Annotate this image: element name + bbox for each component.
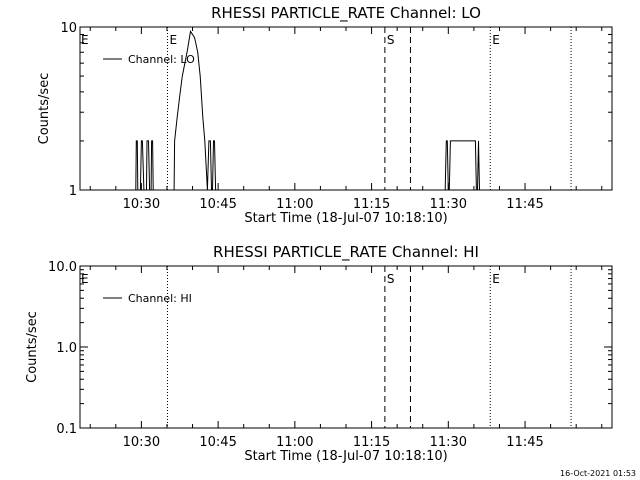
chart1-edge-label: E (81, 33, 89, 47)
chart2-vline-label: E (492, 272, 500, 286)
chart1-ytick-label: 10 (60, 21, 77, 36)
timestamp: 16-Oct-2021 01:53 (560, 469, 636, 478)
chart2-edge-label: E (81, 272, 89, 286)
chart1-xtick-label: 11:30 (430, 197, 467, 212)
chart2-xtick-label: 11:30 (430, 435, 467, 450)
chart1-legend-label: Channel: LO (128, 53, 195, 66)
chart1-xtick-label: 10:45 (199, 197, 236, 212)
chart2-frame (79, 265, 613, 429)
chart2-xtick-label: 10:30 (123, 435, 160, 450)
chart1-title: RHESSI PARTICLE_RATE Channel: LO (211, 4, 481, 23)
chart2-xtick-label: 11:00 (276, 435, 313, 450)
chart2-xlabel: Start Time (18-Jul-07 10:18:10) (244, 449, 447, 464)
chart1-xtick-label: 10:30 (123, 197, 160, 212)
chart2-ylabel: Counts/sec (25, 311, 40, 383)
chart2-legend-label: Channel: HI (128, 292, 192, 305)
chart2-ytick-label: 10.0 (48, 260, 77, 275)
chart1-xlabel: Start Time (18-Jul-07 10:18:10) (244, 211, 447, 226)
chart1-xtick-label: 11:00 (276, 197, 313, 212)
chart1-xtick-label: 11:15 (353, 197, 390, 212)
chart1-vline-label: S (387, 33, 395, 47)
chart1-xtick-label: 11:45 (506, 197, 543, 212)
chart2-xtick-label: 11:15 (353, 435, 390, 450)
chart1-series-line-2 (444, 140, 481, 191)
chart1-vline-label: E (492, 33, 500, 47)
chart1-frame (79, 26, 613, 191)
chart2-vline-label: S (387, 272, 395, 286)
chart1-ytick-label: 1 (69, 184, 77, 199)
chart2-ytick-label: 0.1 (56, 422, 77, 437)
chart2-ytick-label: 1.0 (56, 341, 77, 356)
chart1-series-line-1 (135, 30, 220, 191)
chart2-title: RHESSI PARTICLE_RATE Channel: HI (213, 243, 479, 262)
chart2-xtick-label: 11:45 (506, 435, 543, 450)
chart2-xtick-label: 10:45 (199, 435, 236, 450)
chart1-vline-label: E (169, 33, 177, 47)
chart1-ylabel: Counts/sec (37, 73, 52, 145)
